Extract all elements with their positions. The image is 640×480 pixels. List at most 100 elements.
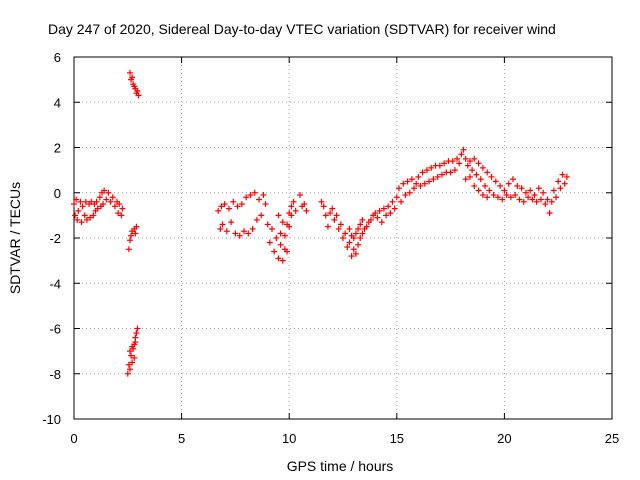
data-point (271, 248, 278, 255)
data-point (129, 359, 136, 366)
data-point (125, 361, 132, 368)
data-point (490, 192, 497, 199)
data-point (423, 167, 430, 174)
data-point (378, 219, 385, 226)
y-tick-label: 4 (54, 95, 61, 110)
data-point (484, 169, 491, 176)
data-point (253, 216, 260, 223)
data-point (475, 160, 482, 167)
data-point (230, 198, 237, 205)
data-point (507, 194, 514, 201)
y-axis-label: SDTVAR / TECUs (7, 182, 23, 294)
data-point (238, 201, 245, 208)
y-tick-label: 6 (54, 50, 61, 65)
data-point (277, 241, 284, 248)
data-point (441, 160, 448, 167)
data-point (482, 182, 489, 189)
axis-ticks (73, 56, 613, 420)
data-point (71, 201, 77, 208)
data-point (348, 253, 355, 260)
data-point (385, 203, 392, 210)
data-point (434, 173, 441, 180)
data-point (288, 203, 295, 210)
data-point (533, 198, 540, 205)
data-point (273, 235, 280, 241)
data-point (94, 205, 101, 212)
data-point (268, 225, 275, 232)
data-point (132, 230, 139, 237)
data-point (449, 158, 456, 165)
data-point (484, 194, 491, 201)
data-point (548, 198, 555, 205)
data-point (236, 232, 243, 239)
data-point (518, 185, 525, 192)
data-point (451, 167, 458, 174)
grid-lines (74, 57, 612, 419)
data-point (359, 230, 366, 237)
data-point (499, 196, 506, 203)
data-point (88, 198, 95, 205)
data-point (241, 228, 248, 235)
data-point (264, 221, 271, 228)
data-point (421, 180, 428, 187)
data-point (234, 203, 241, 210)
data-point (219, 221, 226, 228)
data-point (292, 207, 299, 214)
data-point (277, 230, 284, 237)
data-point (350, 235, 357, 241)
data-point (546, 210, 553, 217)
data-point (473, 171, 480, 178)
data-point (105, 189, 112, 196)
data-point (75, 207, 82, 214)
data-point (126, 348, 133, 355)
data-point (135, 92, 142, 99)
data-point (447, 169, 454, 176)
data-point (520, 198, 527, 205)
data-point (559, 171, 566, 178)
data-point (320, 203, 327, 210)
data-point (531, 192, 538, 199)
data-point (537, 196, 544, 203)
data-point (436, 162, 443, 169)
y-tick-label: -8 (49, 367, 61, 382)
data-point (83, 216, 90, 223)
data-point (458, 151, 465, 158)
data-point (525, 194, 532, 201)
data-point (456, 160, 463, 167)
data-point (82, 198, 89, 205)
data-point (411, 185, 418, 192)
y-tick-label: -4 (49, 276, 61, 291)
data-point (329, 205, 336, 212)
data-point (383, 212, 390, 219)
data-point (372, 210, 379, 217)
data-point (78, 219, 85, 226)
data-point (501, 187, 508, 194)
data-point (335, 225, 342, 232)
data-point (471, 155, 478, 162)
data-point (101, 187, 108, 194)
data-point (337, 221, 344, 228)
data-point (393, 194, 400, 201)
data-point (107, 198, 114, 205)
data-point (419, 169, 426, 176)
data-point (387, 210, 394, 217)
data-point (303, 207, 310, 214)
data-point (464, 162, 471, 169)
x-tick-labels: 0 5 10 15 20 25 (70, 431, 619, 446)
data-point (87, 214, 94, 221)
data-point (279, 219, 286, 226)
data-point (462, 176, 469, 183)
data-point (516, 196, 523, 203)
data-point (318, 198, 325, 205)
data-point (116, 201, 123, 208)
data-point (529, 196, 536, 203)
data-point (542, 201, 549, 208)
data-point (288, 212, 295, 219)
data-point (417, 182, 424, 189)
data-point (103, 196, 110, 203)
data-point (290, 198, 297, 205)
data-point (342, 230, 349, 237)
data-point (266, 239, 273, 246)
data-point (256, 196, 263, 203)
data-point (488, 173, 495, 180)
